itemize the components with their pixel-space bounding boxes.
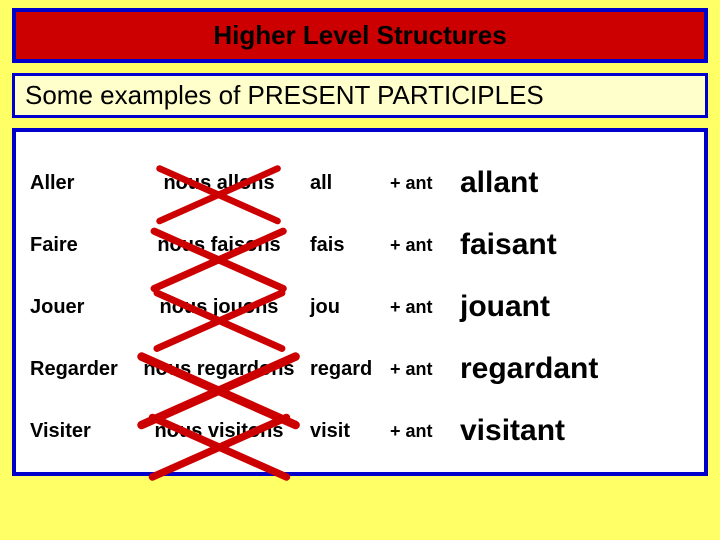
cell-result: regardant (454, 338, 696, 400)
cell-suffix: + ant (384, 400, 454, 462)
cell-stem: fais (304, 214, 384, 276)
nous-form-wrap: nous allons (163, 172, 274, 195)
cell-infinitive: Regarder (24, 338, 134, 400)
nous-form-text: nous regardons (143, 358, 294, 380)
nous-form-wrap: nous faisons (157, 234, 280, 257)
content-panel: Allernous allonsall+ antallantFairenous … (12, 128, 708, 476)
nous-form-text: nous allons (163, 172, 274, 194)
nous-form-text: nous faisons (157, 234, 280, 256)
table-body: Allernous allonsall+ antallantFairenous … (24, 152, 696, 462)
cell-nous-form: nous faisons (134, 214, 304, 276)
subtitle-bar: Some examples of PRESENT PARTICIPLES (12, 73, 708, 118)
title-bar: Higher Level Structures (12, 8, 708, 63)
cell-stem: regard (304, 338, 384, 400)
cell-suffix: + ant (384, 214, 454, 276)
cell-nous-form: nous allons (134, 152, 304, 214)
cell-nous-form: nous visitons (134, 400, 304, 462)
cell-suffix: + ant (384, 276, 454, 338)
cell-infinitive: Aller (24, 152, 134, 214)
cell-result: allant (454, 152, 696, 214)
table-row: Jouer nous jouons jou+ antjouant (24, 276, 696, 338)
subtitle-text: Some examples of PRESENT PARTICIPLES (25, 80, 544, 110)
cell-result: faisant (454, 214, 696, 276)
cell-suffix: + ant (384, 338, 454, 400)
cell-stem: all (304, 152, 384, 214)
nous-form-wrap: nous jouons (160, 296, 279, 319)
nous-form-wrap: nous regardons (143, 358, 294, 381)
cell-infinitive: Visiter (24, 400, 134, 462)
cell-stem: visit (304, 400, 384, 462)
title-text: Higher Level Structures (213, 20, 506, 50)
cell-stem: jou (304, 276, 384, 338)
cell-result: visitant (454, 400, 696, 462)
table-row: Aller nous allons all+ antallant (24, 152, 696, 214)
table-row: Visiter nous visitons visit+ antvisitant (24, 400, 696, 462)
cell-infinitive: Faire (24, 214, 134, 276)
cell-nous-form: nous jouons (134, 276, 304, 338)
cell-result: jouant (454, 276, 696, 338)
nous-form-text: nous jouons (160, 296, 279, 318)
nous-form-wrap: nous visitons (155, 420, 284, 443)
cell-suffix: + ant (384, 152, 454, 214)
table-row: Faire nous faisons fais+ antfaisant (24, 214, 696, 276)
slide: Higher Level Structures Some examples of… (0, 0, 720, 540)
cell-nous-form: nous regardons (134, 338, 304, 400)
cell-infinitive: Jouer (24, 276, 134, 338)
nous-form-text: nous visitons (155, 420, 284, 442)
table-row: Regarder nous regardons regard+ antregarda… (24, 338, 696, 400)
participles-table: Allernous allonsall+ antallantFairenous … (24, 152, 696, 462)
